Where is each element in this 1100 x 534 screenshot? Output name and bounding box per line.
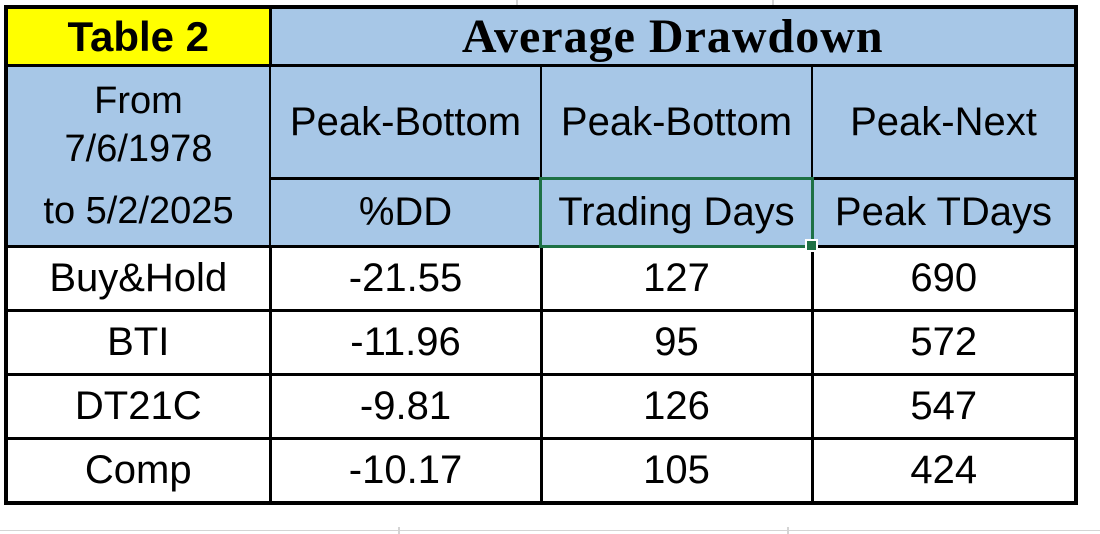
- strategy-cell[interactable]: Buy&Hold: [4, 245, 272, 312]
- average-drawdown-table: Table 2 Average Drawdown From 7/6/1978 t…: [4, 5, 1078, 505]
- date-range-line2: 7/6/1978: [64, 128, 213, 170]
- trading-days-cell[interactable]: 95: [539, 309, 814, 376]
- pct-dd-cell[interactable]: -11.96: [268, 309, 543, 376]
- trading-days-cell[interactable]: 127: [539, 245, 814, 312]
- gridline-stub: [0, 530, 1100, 531]
- peak-tdays-cell[interactable]: 547: [810, 373, 1078, 440]
- fill-handle[interactable]: [805, 239, 818, 252]
- gridline-stub: [787, 527, 789, 534]
- peak-tdays-cell[interactable]: 424: [810, 437, 1078, 504]
- pct-dd-cell[interactable]: -21.55: [268, 245, 543, 312]
- metric-header-pct-dd[interactable]: %DD: [269, 177, 542, 248]
- peak-tdays-cell[interactable]: 690: [810, 245, 1078, 312]
- strategy-cell[interactable]: Comp: [4, 437, 272, 504]
- date-range-line1: From: [94, 80, 183, 122]
- pct-dd-cell[interactable]: -10.17: [268, 437, 543, 504]
- metric-header-trading-days-label: Trading Days: [558, 190, 795, 234]
- metric-header-trading-days-selected-cell[interactable]: Trading Days: [539, 177, 818, 252]
- table-row-group-headers: From 7/6/1978 to 5/2/2025 Peak-Bottom Pe…: [5, 64, 1077, 248]
- gridline-stub: [516, 0, 518, 6]
- metric-header-peak-tdays[interactable]: Peak TDays: [811, 177, 1077, 248]
- trading-days-cell[interactable]: 126: [539, 373, 814, 440]
- date-range-cell[interactable]: From 7/6/1978 to 5/2/2025: [5, 64, 271, 248]
- table-row-title: Table 2 Average Drawdown: [4, 5, 1078, 67]
- peak-tdays-cell[interactable]: 572: [810, 309, 1078, 376]
- pct-dd-cell[interactable]: -9.81: [268, 373, 543, 440]
- table-row-metric-headers: %DD Trading Days Peak TDays: [6, 177, 1077, 252]
- gridline-stub: [772, 0, 774, 6]
- trading-days-cell[interactable]: 105: [539, 437, 814, 504]
- group-header-peak-bottom-1[interactable]: Peak-Bottom: [269, 64, 542, 180]
- group-header-peak-next[interactable]: Peak-Next: [811, 64, 1077, 180]
- table-row-comp: Comp -10.17 105 424: [4, 437, 1078, 504]
- table-row-bti: BTI -11.96 95 572: [4, 309, 1078, 376]
- group-header-peak-bottom-2[interactable]: Peak-Bottom: [540, 64, 813, 180]
- corner-cell-table-label[interactable]: Table 2: [4, 5, 272, 67]
- gridline-stub: [398, 527, 400, 534]
- strategy-cell[interactable]: BTI: [4, 309, 272, 376]
- table-row-buy-hold: Buy&Hold -21.55 127 690: [4, 245, 1078, 312]
- strategy-cell[interactable]: DT21C: [4, 373, 272, 440]
- table-row-dt21c: DT21C -9.81 126 547: [4, 373, 1078, 440]
- date-range-line3: to 5/2/2025: [43, 190, 234, 232]
- merged-title-cell[interactable]: Average Drawdown: [268, 5, 1078, 67]
- spreadsheet-grid: Table 2 Average Drawdown From 7/6/1978 t…: [4, 5, 1078, 505]
